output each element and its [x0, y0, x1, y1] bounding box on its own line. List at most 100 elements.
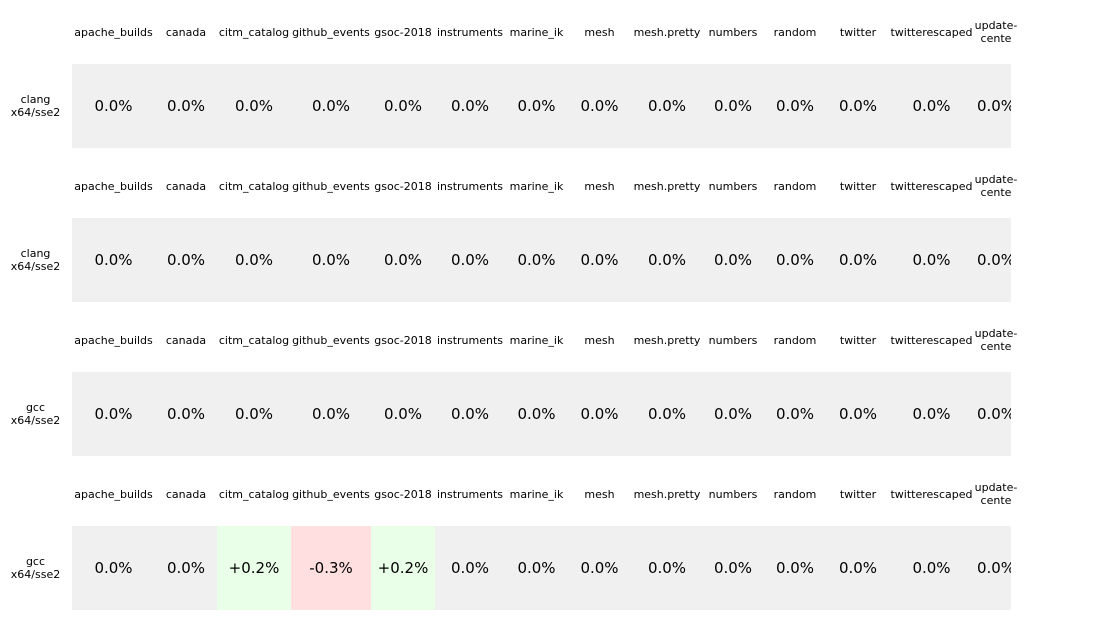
- value-cell: 0.0%: [94, 559, 133, 577]
- value-cell: 0.0%: [450, 405, 490, 423]
- value-cell: -0.3%: [291, 526, 371, 610]
- column-header: numbers: [708, 25, 758, 39]
- column-header: random: [773, 25, 817, 39]
- value-cell: 0.0%: [912, 559, 951, 577]
- value-cell: 0.0%: [838, 97, 878, 115]
- table-block: apache_builds canada citm_catalog github_ev…: [0, 0, 1100, 154]
- column-header: canada: [165, 487, 207, 501]
- row-band: 0.0% 0.0% 0.0% 0.0% 0.0% 0.0% 0.0% 0.0% 0.0% 0.0%…: [72, 218, 1011, 302]
- column-header: canada: [165, 333, 207, 347]
- row-band: 0.0% 0.0% +0.2% -0.3% +0.2% 0.0% 0.0% 0.0% 0.0% 0…: [72, 526, 1011, 610]
- column-header: canada: [165, 179, 207, 193]
- value-cell: 0.0%: [838, 559, 878, 577]
- value-cell: 0.0%: [383, 251, 423, 269]
- column-header: github_events: [292, 487, 370, 501]
- row-label-line: x64/sse2: [10, 106, 61, 119]
- column-header: twitterescaped: [890, 333, 973, 347]
- value-cell: 0.0%: [234, 251, 274, 269]
- value-cell: 0.0%: [912, 405, 951, 423]
- column-header: apache_builds: [74, 333, 153, 347]
- value-cell: 0.0%: [976, 405, 1011, 423]
- value-cell: 0.0%: [976, 251, 1011, 269]
- value-cell: 0.0%: [166, 405, 206, 423]
- column-header: apache_builds: [74, 179, 153, 193]
- row-label: clang x64/sse2: [0, 218, 71, 302]
- column-header: mesh: [584, 25, 615, 39]
- column-header: numbers: [708, 333, 758, 347]
- column-header: mesh.pretty: [633, 179, 701, 193]
- value-cell: 0.0%: [775, 251, 815, 269]
- value-cell: 0.0%: [166, 97, 206, 115]
- column-header: numbers: [708, 179, 758, 193]
- column-header: gsoc-2018: [374, 25, 432, 39]
- column-header: github_events: [292, 179, 370, 193]
- value-cell: 0.0%: [311, 97, 351, 115]
- value-cell: 0.0%: [517, 251, 556, 269]
- row-band: 0.0% 0.0% 0.0% 0.0% 0.0% 0.0% 0.0% 0.0% 0.0% 0.0%…: [72, 64, 1011, 148]
- value-cell: 0.0%: [976, 97, 1011, 115]
- row-label: gcc x64/sse2: [0, 372, 71, 456]
- value-cell: 0.0%: [94, 405, 133, 423]
- column-header: citm_catalog: [218, 333, 290, 347]
- column-header: mesh.pretty: [633, 25, 701, 39]
- value-cell: 0.0%: [517, 97, 556, 115]
- column-header: mesh.pretty: [633, 333, 701, 347]
- column-header: citm_catalog: [218, 179, 290, 193]
- column-header: random: [773, 179, 817, 193]
- column-header: instruments: [436, 333, 504, 347]
- value-cell: 0.0%: [450, 251, 490, 269]
- value-cell: 0.0%: [450, 559, 490, 577]
- column-header: update- cente: [974, 327, 1018, 353]
- value-cell: 0.0%: [166, 251, 206, 269]
- column-header: update- cente: [974, 481, 1018, 507]
- value-cell: 0.0%: [713, 559, 753, 577]
- column-header: update- cente: [974, 19, 1018, 45]
- column-header: instruments: [436, 25, 504, 39]
- column-header: marine_ik: [509, 333, 564, 347]
- column-header: instruments: [436, 179, 504, 193]
- column-header: citm_catalog: [218, 25, 290, 39]
- value-cell: 0.0%: [517, 559, 556, 577]
- column-header: apache_builds: [74, 25, 153, 39]
- row-label-line: gcc: [25, 401, 46, 414]
- value-cell: 0.0%: [166, 559, 206, 577]
- value-cell: 0.0%: [647, 251, 687, 269]
- value-cell: 0.0%: [775, 559, 815, 577]
- value-cell: 0.0%: [94, 97, 133, 115]
- value-cell: 0.0%: [311, 405, 351, 423]
- column-header: random: [773, 333, 817, 347]
- value-cell: 0.0%: [647, 405, 687, 423]
- column-header: random: [773, 487, 817, 501]
- column-header: gsoc-2018: [374, 487, 432, 501]
- column-header: marine_ik: [509, 25, 564, 39]
- column-header: twitter: [839, 487, 877, 501]
- value-cell: 0.0%: [838, 405, 878, 423]
- row-label-line: clang: [20, 93, 51, 106]
- value-cell: 0.0%: [517, 405, 556, 423]
- value-cell: 0.0%: [838, 251, 878, 269]
- value-cell: 0.0%: [912, 97, 951, 115]
- value-cell: 0.0%: [580, 405, 619, 423]
- value-cell: 0.0%: [976, 559, 1011, 577]
- column-header: instruments: [436, 487, 504, 501]
- row-label-line: clang: [20, 247, 51, 260]
- value-cell: 0.0%: [775, 97, 815, 115]
- value-cell: 0.0%: [912, 251, 951, 269]
- column-header: github_events: [292, 25, 370, 39]
- column-header: update- cente: [974, 173, 1018, 199]
- value-cell: 0.0%: [580, 559, 619, 577]
- value-cell: 0.0%: [647, 559, 687, 577]
- value-cell: +0.2%: [217, 526, 291, 610]
- row-label-line: x64/sse2: [10, 260, 61, 273]
- value-cell: 0.0%: [383, 97, 423, 115]
- row-label-line: x64/sse2: [10, 414, 61, 427]
- value-cell: 0.0%: [234, 97, 274, 115]
- column-header: gsoc-2018: [374, 333, 432, 347]
- table-block: apache_builds canada citm_catalog github_ev…: [0, 154, 1100, 308]
- column-header: numbers: [708, 487, 758, 501]
- value-cell: 0.0%: [647, 97, 687, 115]
- value-cell: 0.0%: [450, 97, 490, 115]
- column-header: mesh: [584, 333, 615, 347]
- row-label: gcc x64/sse2: [0, 526, 71, 610]
